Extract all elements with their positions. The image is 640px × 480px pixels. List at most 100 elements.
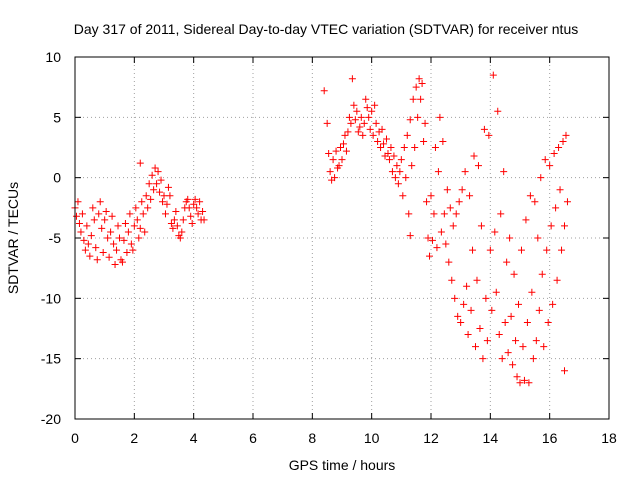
x-tick-label: 6 [249,430,257,446]
data-point [427,192,435,200]
data-point [550,150,558,158]
data-point [440,210,448,218]
data-point [426,252,434,260]
data-point [549,300,557,308]
data-point [399,192,407,200]
data-point [446,204,454,212]
data-point [338,156,346,164]
data-point [423,198,431,206]
data-point [172,207,180,215]
data-point [184,195,192,203]
data-point [529,355,537,363]
data-point [466,192,474,200]
data-point [331,174,339,182]
data-point [414,113,422,121]
data-point [325,150,333,158]
data-point [123,248,131,256]
data-point [476,325,484,332]
data-point [138,198,146,206]
grid-lines [75,57,609,419]
data-point [199,207,207,215]
data-point [388,168,396,176]
data-point [500,168,508,176]
x-tick-label: 18 [601,430,617,446]
data-point [405,210,413,218]
data-point [402,174,410,182]
data-point [383,135,390,143]
data-point [187,212,195,220]
data-point [469,246,477,254]
data-point [393,162,401,170]
data-point [391,174,399,182]
data-point [442,240,450,248]
data-point [506,234,514,242]
data-point [150,186,158,194]
x-tick-label: 8 [308,430,316,446]
data-point [365,113,373,121]
data-point [472,343,479,351]
data-point [102,207,110,215]
data-point [543,246,551,254]
data-point [424,234,432,242]
data-point [77,228,85,236]
data-point [561,222,568,230]
data-point [457,318,465,326]
data-point [378,125,386,133]
data-point [503,258,511,266]
data-point [531,198,539,206]
data-point [552,204,560,212]
data-point [541,156,549,164]
data-point [433,244,441,252]
data-point [371,101,379,109]
data-point [368,107,376,115]
data-point [151,164,159,172]
data-point [114,222,122,230]
x-tick-label: 0 [71,430,79,446]
data-point [428,236,436,244]
data-point [400,144,408,151]
data-point [515,300,523,308]
data-point [537,174,545,182]
data-point [335,162,343,170]
data-point [360,119,368,127]
data-point [563,198,571,206]
data-point [78,210,86,218]
data-point [86,252,94,260]
data-point [411,144,419,151]
data-point [118,258,126,266]
data-point [359,131,367,139]
data-point [544,318,552,326]
data-point [357,113,365,121]
data-points [71,71,571,387]
data-point [452,210,460,218]
data-point [127,240,135,248]
data-point [121,220,129,228]
data-point [492,288,500,296]
data-point [148,171,156,179]
data-point [558,246,566,254]
y-tick-label: -5 [49,230,62,246]
data-point [105,253,113,261]
data-point [89,204,97,212]
data-point [470,152,478,160]
data-point [147,195,155,203]
data-point [356,123,364,131]
data-point [534,234,542,242]
data-point [163,200,171,208]
data-point [96,198,104,206]
data-point [522,216,530,224]
data-point [200,216,208,224]
data-point [133,216,141,224]
data-point [406,232,414,240]
data-point [415,75,423,83]
data-point [473,276,481,284]
y-tick-label: 10 [45,49,61,65]
data-point [488,306,496,314]
data-point [196,198,204,206]
data-point [482,294,490,302]
data-point [332,147,340,155]
data-point [142,192,150,200]
data-point [516,379,524,387]
data-point [120,236,128,244]
data-point [540,343,548,351]
